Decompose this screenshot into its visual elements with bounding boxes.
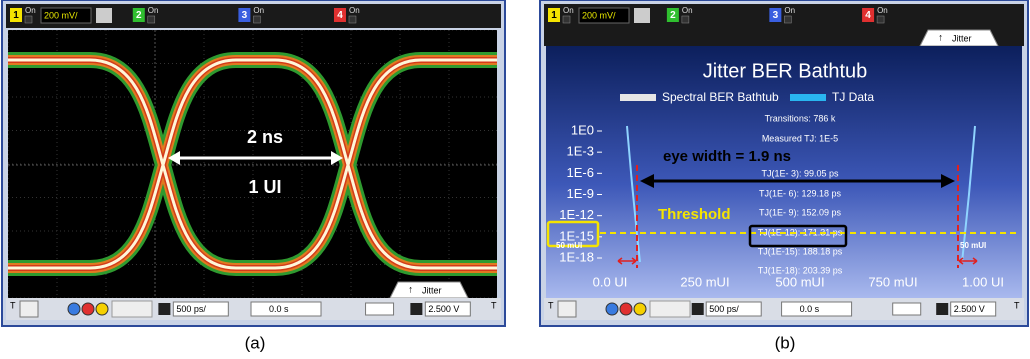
channel-state: On [784,6,795,15]
channel-state: On [563,6,574,15]
x-label: 750 mUI [868,274,917,289]
stat-line: TJ(1E- 3): 99.05 ps [761,168,839,178]
channel-number: 3 [242,10,248,21]
run-button[interactable] [68,303,80,315]
stat-line: TJ(1E-18): 203.39 ps [758,265,843,275]
tab-arrow: ↑ [938,33,943,44]
trigger-level: 2.500 V [428,304,459,314]
eye-width-label: eye width = 1.9 ns [663,148,791,165]
tab-arrow: ↑ [408,285,413,296]
channel-number: 2 [670,10,676,21]
tab-label: Jitter [952,33,972,43]
legend-label: TJ Data [832,90,874,104]
stat-line: Measured TJ: 1E-5 [762,133,838,143]
channel-checkbox[interactable] [148,16,155,23]
caption: (b) [775,333,796,352]
trigger-marker: T [10,300,16,310]
legend-label: Spectral BER Bathtub [662,90,779,104]
stat-line: TJ(1E- 9): 152.09 ps [759,207,842,217]
trigger-level: 2.500 V [954,304,985,314]
horizontal-icon[interactable] [692,303,704,315]
run-button[interactable] [82,303,94,315]
channel-number: 4 [337,10,343,21]
timebase: 500 ps/ [176,304,206,314]
figure: 1 On 200 mV/2 On 3 On 4 On 2 ns 1 UI ↑ Jitter T 500 p… [0,0,1030,359]
channel-number: 2 [136,10,142,21]
channel-checkbox[interactable] [563,16,570,23]
legend-swatch [620,94,656,101]
tab-label: Jitter [422,285,442,295]
channel-state: On [25,6,36,15]
y-label: 1E-18 [559,249,594,264]
trigger-icon[interactable] [936,303,948,315]
ui-label: 1 UI [248,177,281,197]
channel-checkbox[interactable] [253,16,260,23]
x-label: 0.0 UI [593,274,628,289]
run-button[interactable] [606,303,618,315]
tools[interactable] [112,301,152,317]
spinner[interactable] [558,301,576,317]
plot-title: Jitter BER Bathtub [703,60,868,82]
x-label: 1.00 UI [962,274,1004,289]
y-label: 1E-3 [567,144,594,159]
y-label: 1E-12 [559,207,594,222]
channel-number: 4 [865,10,871,21]
channel-scale: 200 mV/ [44,10,78,20]
channel-state: On [349,6,360,15]
horizontal-icon[interactable] [158,303,170,315]
channel-number: 1 [551,10,557,21]
channel-state: On [877,6,888,15]
nav[interactable] [893,303,921,315]
coupling-icon[interactable] [634,8,650,23]
run-button[interactable] [620,303,632,315]
caption: (a) [245,333,266,352]
trigger-icon[interactable] [410,303,422,315]
delay: 0.0 s [269,304,289,314]
stat-line: Transitions: 786 k [765,113,836,123]
legend-swatch [790,94,826,101]
channel-checkbox[interactable] [877,16,884,23]
tools[interactable] [650,301,690,317]
y-label: 1E0 [571,122,594,137]
delay: 0.0 s [800,304,820,314]
channel-number: 3 [773,10,779,21]
margin-label: 50 mUI [960,241,986,250]
channel-state: On [148,6,159,15]
y-label: 1E-6 [567,165,594,180]
period-label: 2 ns [247,127,283,147]
channel-scale: 200 mV/ [582,10,616,20]
y-label: 1E-9 [567,186,594,201]
x-label: 500 mUI [775,274,824,289]
timebase: 500 ps/ [709,304,739,314]
spinner[interactable] [20,301,38,317]
channel-checkbox[interactable] [784,16,791,23]
channel-checkbox[interactable] [682,16,689,23]
margin-label: 50 mUI [556,241,582,250]
channel-checkbox[interactable] [25,16,32,23]
threshold-label: Threshold [658,206,731,223]
x-label: 250 mUI [680,274,729,289]
channel-state: On [682,6,693,15]
channel-state: On [253,6,264,15]
run-button[interactable] [96,303,108,315]
nav[interactable] [366,303,394,315]
channel-checkbox[interactable] [349,16,356,23]
trigger-marker: T [491,300,497,310]
channel-number: 1 [13,10,19,21]
run-button[interactable] [634,303,646,315]
trigger-marker: T [1014,300,1020,310]
stat-line: TJ(1E- 6): 129.18 ps [759,188,842,198]
trigger-marker: T [548,300,554,310]
stat-line: TJ(1E-15): 188.18 ps [758,246,843,256]
coupling-icon[interactable] [96,8,112,23]
